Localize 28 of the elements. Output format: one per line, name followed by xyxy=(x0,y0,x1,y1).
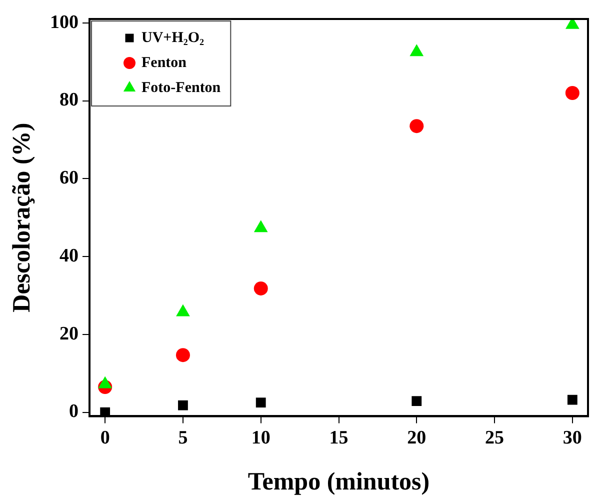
x-axis-title: Tempo (minutos) xyxy=(248,468,430,496)
point xyxy=(410,44,424,56)
y-axis-title: Descoloração (%) xyxy=(8,122,36,312)
y-tick-label: 20 xyxy=(60,323,78,344)
point xyxy=(178,400,188,410)
x-tick-label: 30 xyxy=(562,428,582,449)
x-tick-label: 20 xyxy=(407,428,426,449)
x-tick-label: 15 xyxy=(329,428,348,449)
point xyxy=(410,119,424,134)
point xyxy=(254,220,268,232)
y-tick-label: 0 xyxy=(69,401,78,422)
x-tick-label: 5 xyxy=(178,428,188,449)
x-tick-label: 0 xyxy=(100,428,110,449)
point xyxy=(254,281,268,296)
point xyxy=(565,86,580,100)
y-tick-label: 40 xyxy=(60,245,78,266)
point xyxy=(412,396,422,406)
x-tick-label: 10 xyxy=(251,428,270,449)
legend-label: Foto-Fenton xyxy=(142,80,222,96)
point xyxy=(256,398,266,408)
y-tick-label: 80 xyxy=(60,90,78,111)
y-tick-label: 100 xyxy=(50,12,78,33)
x-tick-label: 25 xyxy=(485,428,504,449)
point xyxy=(176,348,190,362)
y-tick-label: 60 xyxy=(60,168,78,189)
point xyxy=(567,394,578,405)
legend-label: Fenton xyxy=(142,54,188,71)
legend-label: UV+H₂O₂ xyxy=(142,30,205,46)
